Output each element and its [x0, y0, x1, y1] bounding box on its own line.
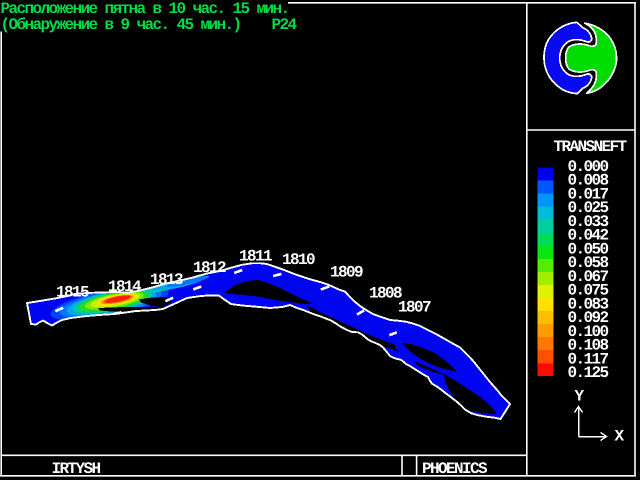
svg-text:0.092: 0.092 — [568, 309, 609, 327]
svg-text:0.042: 0.042 — [568, 227, 609, 245]
svg-text:Р24: Р24 — [272, 16, 298, 34]
svg-text:0.083: 0.083 — [568, 295, 609, 313]
svg-text:0.117: 0.117 — [568, 350, 609, 368]
svg-text:1814: 1814 — [108, 278, 142, 296]
svg-text:0.050: 0.050 — [568, 240, 609, 258]
svg-text:1809: 1809 — [330, 264, 363, 282]
svg-text:0.058: 0.058 — [568, 254, 609, 272]
svg-text:(Обнаружение в 9 час. 45 мин.): (Обнаружение в 9 час. 45 мин.) — [1, 16, 241, 34]
svg-text:1811: 1811 — [239, 248, 272, 266]
svg-text:PHOENICS: PHOENICS — [422, 460, 488, 478]
svg-text:0.017: 0.017 — [568, 185, 609, 203]
svg-text:0.108: 0.108 — [568, 337, 609, 355]
svg-text:1812: 1812 — [193, 259, 226, 277]
svg-text:0.067: 0.067 — [568, 268, 609, 286]
svg-text:0.100: 0.100 — [568, 323, 609, 341]
svg-text:TRANSNEFT: TRANSNEFT — [554, 138, 628, 156]
svg-text:1808: 1808 — [369, 285, 402, 303]
svg-text:0.125: 0.125 — [568, 364, 609, 382]
svg-text:IRTYSH: IRTYSH — [52, 460, 101, 478]
svg-text:1810: 1810 — [282, 251, 315, 269]
svg-text:0.075: 0.075 — [568, 282, 609, 300]
svg-text:Y: Y — [575, 388, 585, 406]
svg-text:1815: 1815 — [56, 284, 89, 302]
svg-text:1813: 1813 — [150, 271, 183, 289]
svg-text:1807: 1807 — [398, 299, 431, 317]
svg-text:Расположение пятна в 10 час. 1: Расположение пятна в 10 час. 15 мин. — [1, 0, 289, 18]
svg-text:0.008: 0.008 — [568, 172, 609, 190]
svg-text:0.033: 0.033 — [568, 213, 609, 231]
svg-text:X: X — [615, 428, 625, 446]
svg-text:0.025: 0.025 — [568, 199, 609, 217]
svg-text:0.000: 0.000 — [568, 158, 609, 176]
